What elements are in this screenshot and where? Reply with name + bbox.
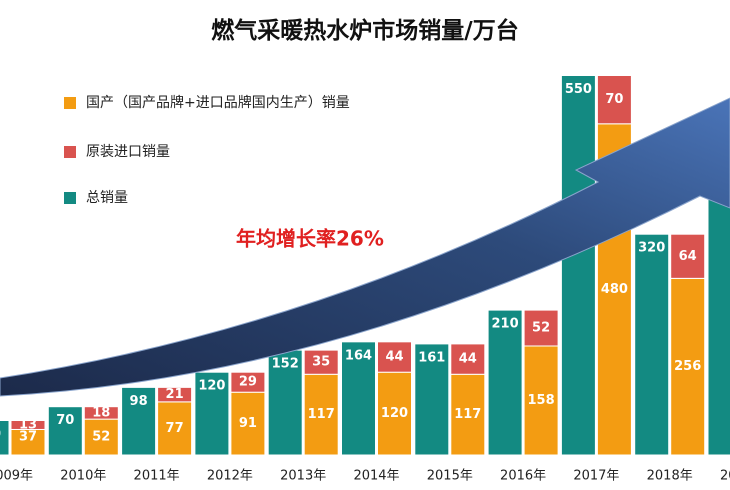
value-label: 52	[532, 321, 550, 336]
value-label: 13	[19, 417, 37, 432]
legend-label: 总销量	[86, 190, 128, 206]
value-label: 117	[308, 407, 335, 422]
x-tick-label: 2010年	[60, 469, 106, 484]
x-tick-label: 2013年	[280, 469, 326, 484]
bar	[634, 233, 670, 456]
legend-swatch	[64, 146, 76, 158]
bar-segment	[303, 349, 339, 375]
bar-segment	[596, 75, 632, 125]
bar	[414, 343, 450, 456]
value-label: 52	[92, 430, 110, 445]
x-tick-label: 2017年	[573, 469, 619, 484]
legend-label: 原装进口销量	[86, 144, 170, 160]
legend-label: 国产（国产品牌+进口品牌国内生产）销量	[86, 94, 350, 111]
value-label: 152	[272, 357, 299, 372]
x-tick-label: 2014年	[353, 469, 399, 484]
bar	[560, 75, 596, 456]
bar-segment	[157, 386, 193, 403]
legend-swatch	[64, 192, 76, 204]
bar	[341, 341, 376, 456]
bar	[487, 309, 523, 456]
chart-title: 燃气采暖热水炉市场销量/万台	[211, 17, 518, 44]
bar	[707, 178, 730, 456]
value-label: 117	[454, 407, 481, 422]
x-tick-label: 2019年	[720, 469, 730, 484]
bar-segment	[523, 345, 559, 456]
value-label: 35	[312, 355, 330, 370]
bar-segment	[230, 371, 266, 393]
value-label: 164	[345, 348, 372, 363]
value-label: 70	[605, 92, 623, 107]
bar-segment	[450, 343, 486, 375]
bar	[194, 371, 230, 456]
legend-swatch	[64, 97, 76, 109]
value-label: 64	[679, 249, 697, 264]
value-label: 210	[492, 317, 519, 332]
bar	[0, 420, 10, 456]
value-label: 120	[381, 406, 408, 421]
x-tick-label: 2015年	[427, 469, 473, 484]
value-label: 550	[565, 82, 592, 97]
value-label: 480	[601, 282, 628, 297]
value-label: 256	[674, 359, 701, 374]
bar-segment	[83, 406, 119, 420]
x-tick-label: 2018年	[647, 469, 693, 484]
value-label: 77	[166, 421, 184, 436]
bar-segment	[10, 428, 46, 456]
bar-segment	[10, 420, 46, 430]
value-label: 44	[385, 350, 403, 365]
bar	[121, 386, 157, 456]
x-tick-label: 2016年	[500, 469, 546, 484]
x-tick-label: 2009年	[0, 469, 33, 484]
bar	[47, 406, 83, 456]
value-label: 18	[92, 405, 110, 420]
x-tick-label: 2011年	[134, 469, 180, 484]
value-label: 120	[198, 379, 225, 394]
value-label: 158	[528, 393, 555, 408]
bar-segment	[83, 418, 119, 456]
value-label: 161	[418, 350, 445, 365]
value-label: 29	[239, 375, 257, 390]
bar-segment	[230, 391, 266, 456]
value-label: 98	[130, 394, 148, 409]
bar-segment	[670, 233, 706, 279]
value-label: 50	[0, 427, 1, 442]
bar-segment	[303, 373, 339, 456]
trend-arrow	[0, 97, 730, 397]
bar	[267, 349, 303, 456]
value-label: 91	[239, 416, 257, 431]
bar-segment	[377, 341, 412, 373]
value-label: 21	[166, 387, 184, 402]
bar-segment	[523, 309, 559, 347]
x-tick-label: 2012年	[207, 469, 253, 484]
value-label: 320	[638, 241, 665, 256]
value-label: 37	[19, 430, 37, 445]
annotation: 年均增长率26%	[236, 227, 384, 251]
value-label: 44	[459, 352, 477, 367]
bar-segment	[377, 371, 412, 456]
value-label: 70	[56, 413, 74, 428]
